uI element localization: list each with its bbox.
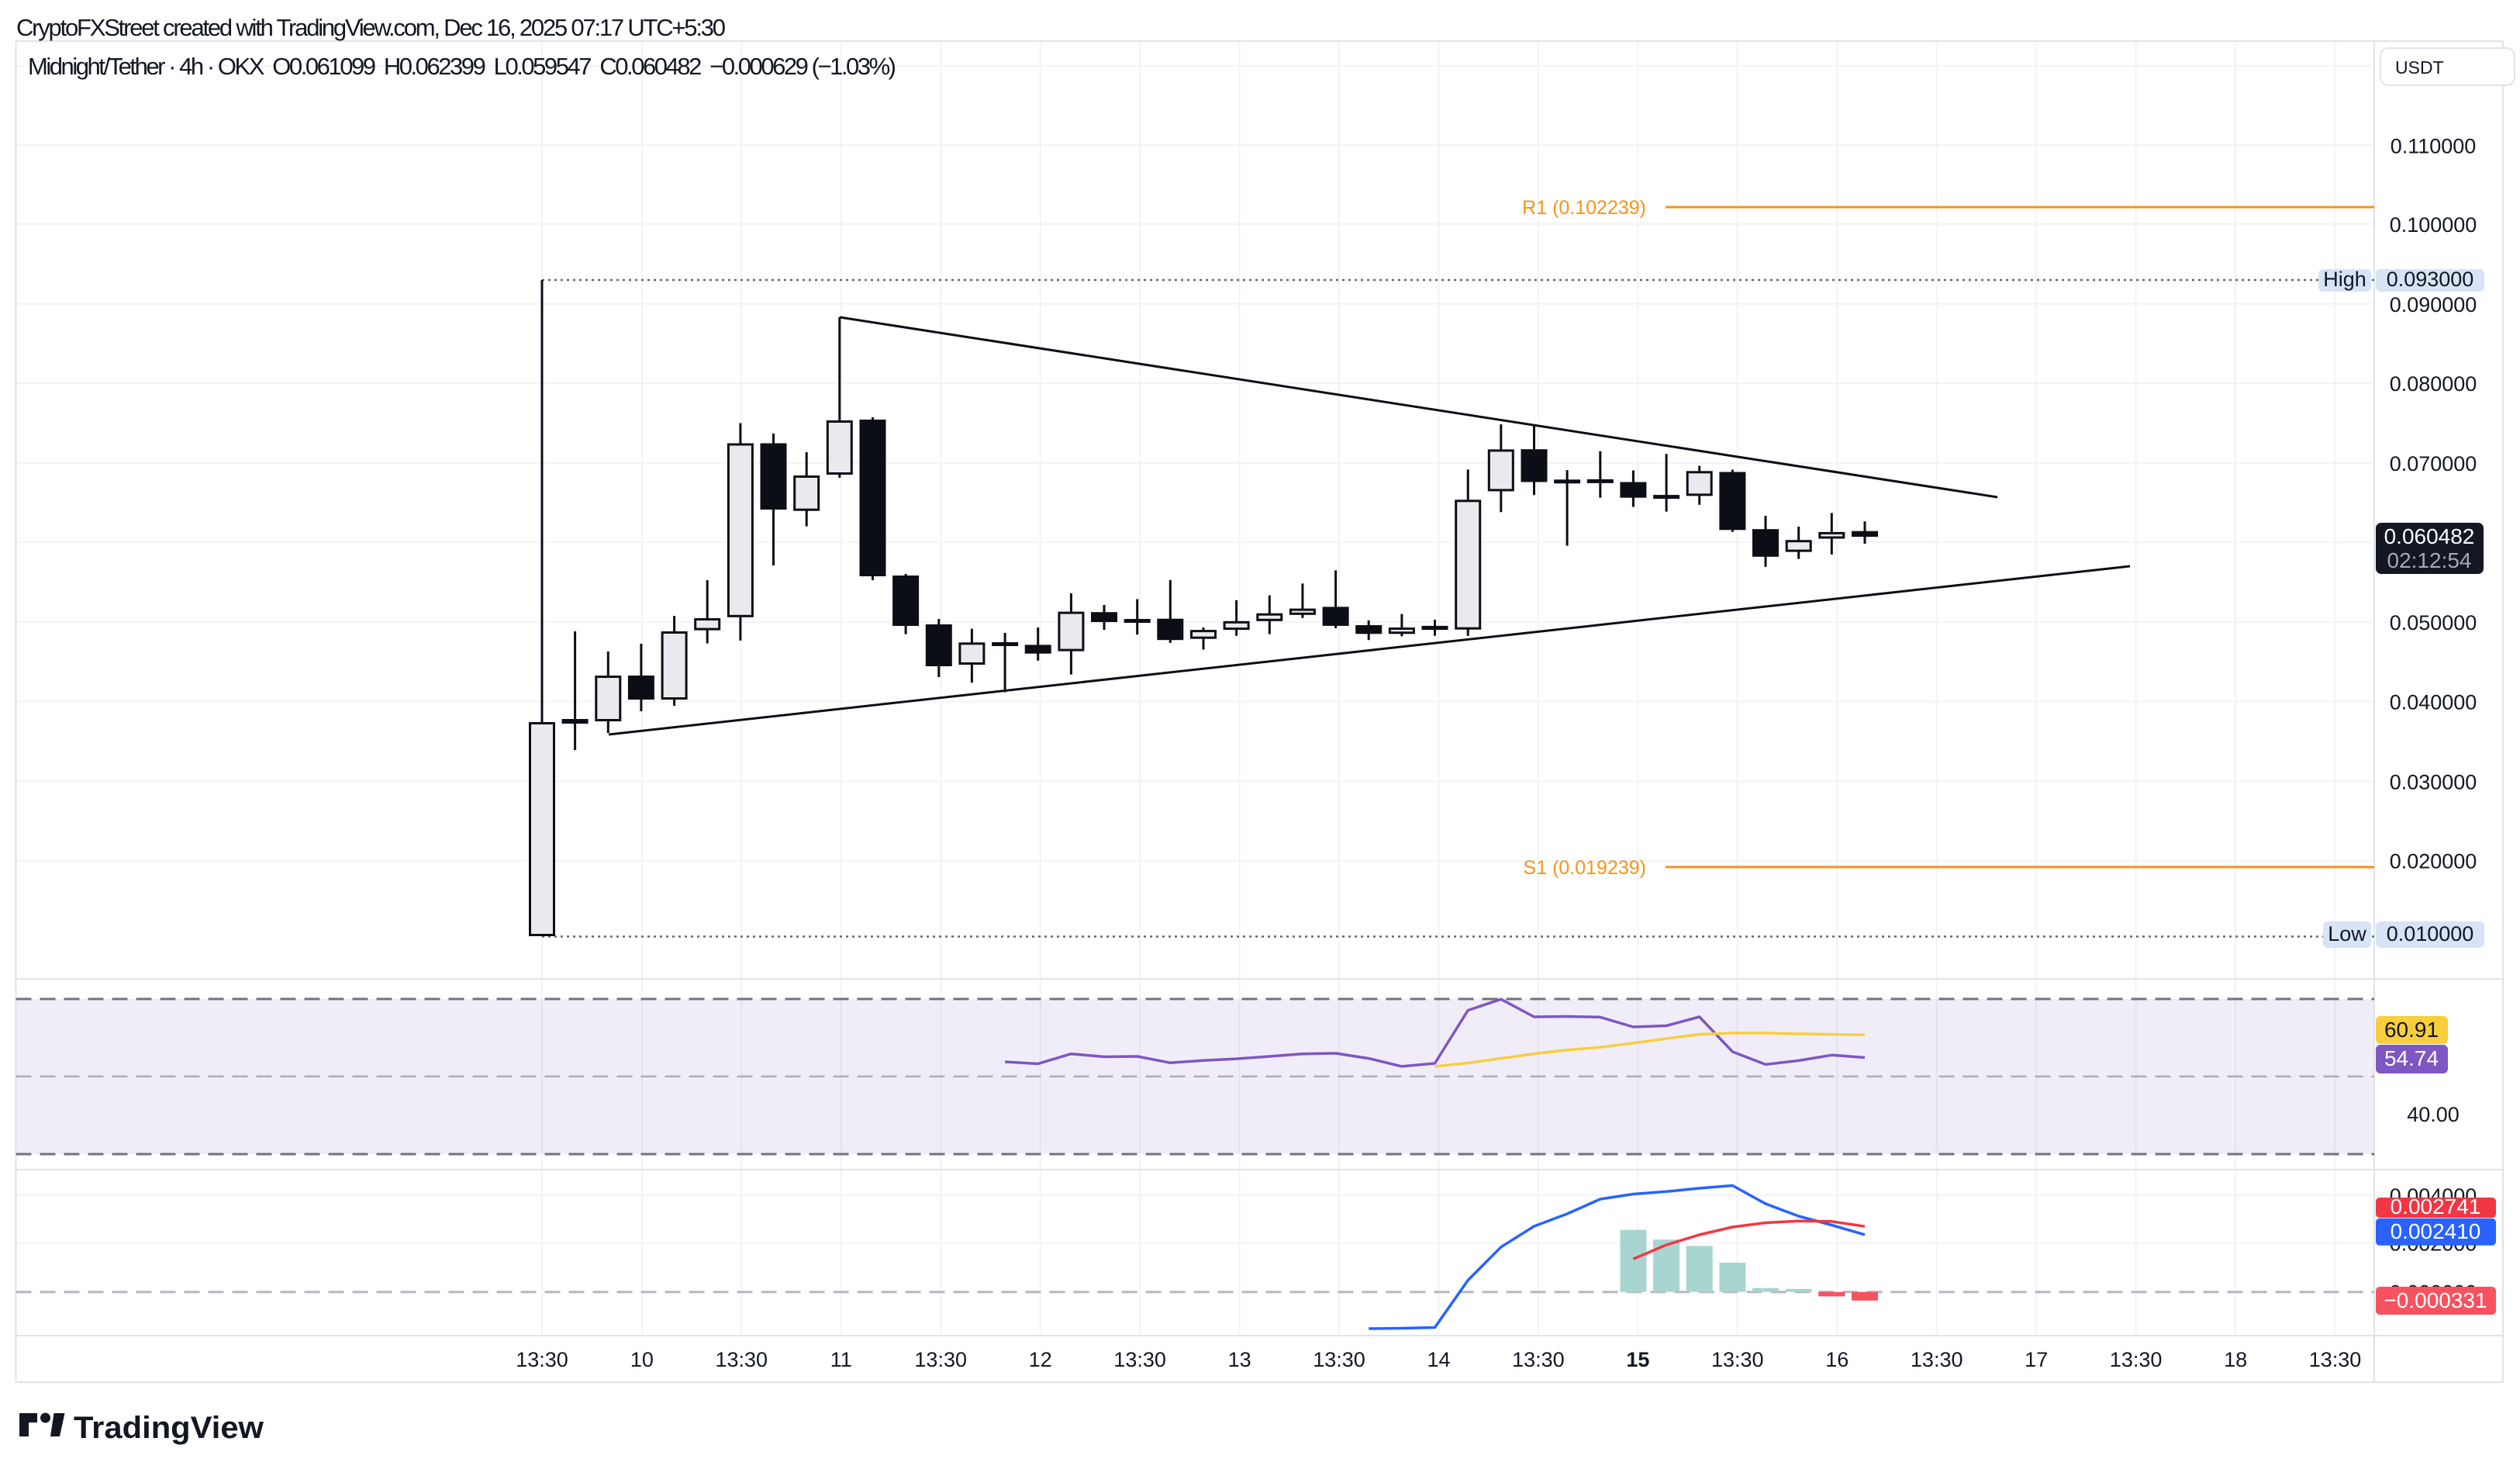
svg-text:16: 16 <box>1825 1348 1849 1371</box>
svg-text:13:30: 13:30 <box>1113 1348 1166 1371</box>
svg-text:Low: Low <box>2328 922 2366 945</box>
svg-text:0.020000: 0.020000 <box>2390 850 2477 873</box>
svg-text:0.070000: 0.070000 <box>2390 452 2477 475</box>
svg-text:0.100000: 0.100000 <box>2390 213 2477 237</box>
svg-text:13:30: 13:30 <box>516 1348 568 1371</box>
svg-text:CryptoFXStreet created with Tr: CryptoFXStreet created with TradingView.… <box>16 14 726 41</box>
svg-text:−0.000331: −0.000331 <box>2384 1288 2487 1312</box>
svg-text:13:30: 13:30 <box>1711 1348 1764 1371</box>
svg-text:S1 (0.019239): S1 (0.019239) <box>1524 857 1646 879</box>
svg-text:14: 14 <box>1427 1348 1450 1371</box>
svg-text:Midnight/Tether · 4h · OKX O0: Midnight/Tether · 4h · OKX O0.061099 H0.… <box>28 53 896 80</box>
svg-text:13:30: 13:30 <box>1911 1348 1963 1371</box>
svg-text:0.080000: 0.080000 <box>2390 372 2477 396</box>
svg-text:0.060482: 0.060482 <box>2384 524 2475 548</box>
svg-text:0.002410: 0.002410 <box>2391 1219 2481 1243</box>
svg-text:R1 (0.102239): R1 (0.102239) <box>1522 197 1646 219</box>
svg-text:12: 12 <box>1029 1348 1052 1371</box>
svg-text:11: 11 <box>830 1348 852 1371</box>
svg-text:02:12:54: 02:12:54 <box>2387 548 2472 572</box>
svg-text:18: 18 <box>2224 1348 2247 1371</box>
svg-text:0.002741: 0.002741 <box>2391 1194 2481 1218</box>
svg-text:13:30: 13:30 <box>1512 1348 1565 1371</box>
svg-text:13:30: 13:30 <box>914 1348 967 1371</box>
svg-text:13:30: 13:30 <box>716 1348 768 1371</box>
svg-text:15: 15 <box>1626 1348 1649 1371</box>
svg-text:0.110000: 0.110000 <box>2391 134 2477 157</box>
svg-text:17: 17 <box>2025 1348 2048 1371</box>
svg-text:13:30: 13:30 <box>2309 1348 2362 1371</box>
svg-text:0.093000: 0.093000 <box>2387 268 2474 291</box>
svg-text:0.030000: 0.030000 <box>2390 770 2477 793</box>
svg-text:13:30: 13:30 <box>1313 1348 1365 1371</box>
svg-text:0.050000: 0.050000 <box>2390 611 2477 634</box>
svg-text:13: 13 <box>1228 1348 1251 1371</box>
svg-text:TradingView: TradingView <box>74 1411 264 1445</box>
svg-text:60.91: 60.91 <box>2384 1018 2439 1042</box>
svg-text:10: 10 <box>630 1348 654 1371</box>
svg-text:13:30: 13:30 <box>2110 1348 2163 1371</box>
svg-text:0.090000: 0.090000 <box>2390 293 2477 316</box>
svg-text:High: High <box>2323 268 2366 291</box>
svg-text:40.00: 40.00 <box>2407 1103 2460 1126</box>
svg-text:0.040000: 0.040000 <box>2390 691 2477 714</box>
svg-text:0.010000: 0.010000 <box>2387 922 2474 945</box>
svg-text:54.74: 54.74 <box>2384 1046 2439 1070</box>
svg-text:USDT: USDT <box>2395 57 2444 78</box>
